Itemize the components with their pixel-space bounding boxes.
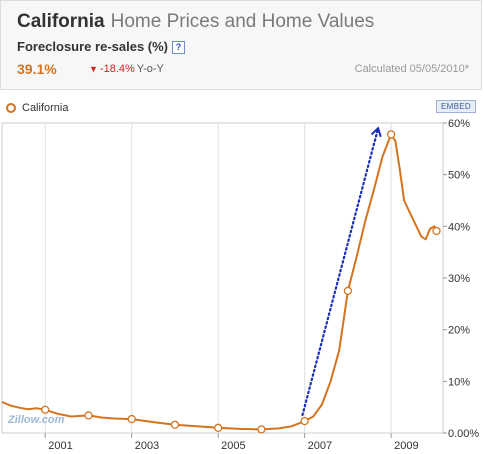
yoy-change: ▼ -18.4% Y-o-Y bbox=[89, 63, 164, 75]
help-icon[interactable]: ? bbox=[172, 41, 186, 54]
y-tick-label: 40% bbox=[448, 221, 470, 233]
data-point bbox=[41, 405, 50, 414]
data-point bbox=[214, 423, 223, 432]
trend-arrow-head bbox=[370, 126, 382, 138]
data-point bbox=[343, 286, 353, 296]
page-title: California Home Prices and Home Values bbox=[17, 11, 374, 33]
y-tick-label: 20% bbox=[448, 325, 470, 337]
x-tick-label: 2003 bbox=[135, 440, 159, 452]
x-tick-label: 2005 bbox=[221, 440, 245, 452]
y-tick-label: 10% bbox=[448, 376, 470, 388]
data-point bbox=[170, 420, 180, 429]
plot-area bbox=[1, 122, 444, 434]
down-arrow-icon: ▼ bbox=[89, 64, 98, 74]
legend-label: California bbox=[22, 102, 69, 114]
change-suffix: Y-o-Y bbox=[136, 63, 164, 75]
change-value: -18.4% bbox=[99, 63, 135, 75]
data-point bbox=[127, 414, 136, 424]
data-point bbox=[257, 425, 266, 434]
y-tick-label: 60% bbox=[448, 118, 470, 130]
data-point bbox=[386, 130, 396, 139]
x-tick-label: 2001 bbox=[48, 440, 72, 452]
data-point bbox=[300, 416, 309, 426]
legend: California bbox=[6, 102, 68, 114]
data-point bbox=[84, 411, 93, 420]
embed-button[interactable]: EMBED bbox=[436, 100, 476, 113]
trend-arrow bbox=[301, 127, 380, 417]
state-name: California bbox=[17, 11, 105, 32]
metric-label-text: Foreclosure re-sales (%) bbox=[17, 39, 169, 54]
x-tick-label: 2007 bbox=[308, 440, 332, 452]
x-tick-label: 2009 bbox=[394, 440, 418, 452]
series-line-california bbox=[1, 133, 438, 431]
y-tick-label: 0.00% bbox=[448, 428, 479, 440]
current-value: 39.1% bbox=[17, 61, 57, 77]
legend-marker-icon bbox=[6, 103, 16, 113]
y-tick-label: 50% bbox=[448, 170, 470, 182]
header-panel: California Home Prices and Home Values Fo… bbox=[0, 0, 482, 90]
y-tick-label: 30% bbox=[448, 273, 470, 285]
data-point bbox=[432, 226, 441, 236]
zillow-watermark: Zillow.com bbox=[8, 414, 65, 426]
metric-label: Foreclosure re-sales (%)? bbox=[17, 39, 186, 54]
title-suffix: Home Prices and Home Values bbox=[110, 11, 375, 32]
calculated-date: Calculated 05/05/2010* bbox=[354, 63, 469, 75]
